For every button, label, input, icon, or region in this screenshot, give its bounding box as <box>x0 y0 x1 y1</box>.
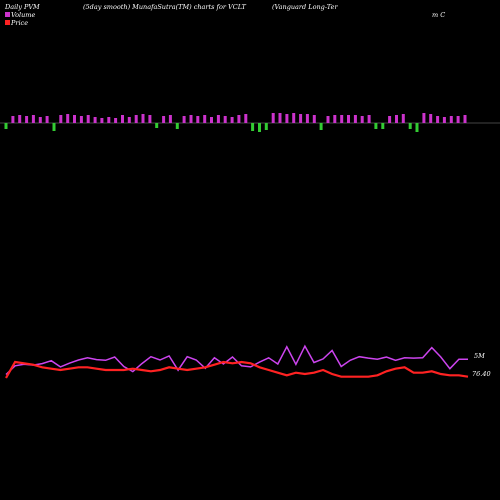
volume-bar <box>299 114 303 123</box>
volume-bar <box>223 116 227 123</box>
volume-bar <box>73 115 76 123</box>
volume-bar <box>422 113 426 123</box>
volume-bar <box>326 116 330 123</box>
volume-bar <box>93 117 97 123</box>
volume-bar <box>182 116 186 123</box>
volume-bar <box>374 123 378 129</box>
volume-bar <box>456 116 460 123</box>
header-left-title: Daily PVM <box>4 3 40 11</box>
price-axis-label: 76.40 <box>472 370 491 378</box>
volume-bars <box>4 113 467 132</box>
volume-bar <box>168 115 172 123</box>
volume-bar <box>114 118 118 123</box>
volume-bar <box>333 115 337 123</box>
volume-bar <box>11 116 15 123</box>
volume-bar <box>141 114 145 123</box>
volume-bar <box>230 117 234 123</box>
volume-bar <box>408 123 412 129</box>
volume-bar <box>463 115 467 123</box>
volume-bar <box>353 115 357 123</box>
volume-bar <box>415 123 419 132</box>
volume-bar <box>175 123 179 129</box>
legend-volume-label: Volume <box>11 11 35 19</box>
volume-bar <box>436 116 440 123</box>
volume-bar <box>381 123 385 129</box>
volume-bar <box>121 115 124 123</box>
volume-bar <box>319 123 323 130</box>
volume-bar <box>244 114 248 123</box>
volume-bar <box>107 117 111 123</box>
volume-bar <box>388 116 392 123</box>
price-line-series <box>5 360 469 379</box>
volume-bar <box>189 115 193 123</box>
volume-bar <box>401 114 405 123</box>
volume-bar <box>251 123 255 131</box>
volume-bar <box>18 115 22 123</box>
legend-price-swatch <box>5 20 10 25</box>
volume-bar <box>162 116 166 123</box>
volume-bar <box>210 117 213 123</box>
volume-bar <box>449 116 453 123</box>
volume-bar <box>237 115 241 123</box>
volume-line-series <box>5 344 468 376</box>
volume-bar <box>4 123 8 129</box>
header-right-title-line2: m C <box>432 11 445 19</box>
volume-bar <box>258 123 261 132</box>
volume-bar <box>31 115 35 123</box>
volume-bar <box>148 115 152 123</box>
volume-bar <box>347 115 350 123</box>
header-right-title-line1: (Vanguard Long-Ter <box>272 3 338 11</box>
volume-bar <box>45 116 49 123</box>
volume-bar <box>271 113 275 123</box>
volume-bar <box>25 116 29 123</box>
header-mid-title: (5day smooth) MunafaSutra(TM) charts for… <box>83 3 246 11</box>
volume-bar <box>305 114 309 123</box>
volume-bar <box>127 117 131 123</box>
legend-price-label: Price <box>10 19 28 27</box>
volume-bar <box>100 118 104 123</box>
volume-bar <box>429 114 433 123</box>
volume-axis-label: 5M <box>474 352 485 360</box>
volume-bar <box>155 123 159 128</box>
volume-bar <box>285 114 289 123</box>
volume-bar <box>79 116 83 123</box>
volume-bar <box>292 113 296 123</box>
volume-bar <box>196 116 200 123</box>
volume-bar <box>312 115 316 123</box>
volume-bar <box>360 116 364 123</box>
volume-bar <box>216 115 220 123</box>
volume-bar <box>340 115 344 123</box>
legend-volume-swatch <box>5 12 10 17</box>
volume-bar <box>264 123 268 130</box>
volume-bar <box>395 115 398 123</box>
volume-bar <box>59 115 63 123</box>
volume-bar <box>66 114 70 123</box>
volume-bar <box>367 115 371 123</box>
volume-bar <box>52 123 56 131</box>
volume-bar <box>86 115 90 123</box>
volume-bar <box>134 115 138 123</box>
volume-bar <box>442 117 446 123</box>
volume-bar <box>203 115 207 123</box>
volume-bar <box>278 113 282 123</box>
volume-bar <box>38 117 42 123</box>
